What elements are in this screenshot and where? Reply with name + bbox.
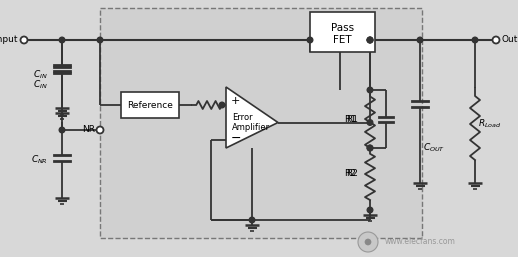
Text: $C_{OUT}$: $C_{OUT}$ [423, 142, 445, 154]
Text: Amplifier: Amplifier [232, 123, 270, 132]
Bar [310, 12, 375, 52]
Text: Pass: Pass [331, 23, 354, 33]
Text: Error: Error [232, 113, 253, 122]
Circle shape [367, 37, 373, 43]
Circle shape [307, 37, 313, 43]
Text: $C_{NR}$: $C_{NR}$ [31, 154, 48, 166]
Circle shape [367, 145, 373, 151]
Text: FET: FET [333, 35, 352, 45]
Circle shape [472, 37, 478, 43]
Circle shape [365, 239, 371, 245]
Text: $C_{IN}$: $C_{IN}$ [33, 79, 48, 91]
Text: Output: Output [502, 35, 518, 44]
Polygon shape [226, 87, 278, 148]
Text: R1: R1 [346, 115, 358, 124]
Text: +: + [231, 96, 240, 106]
Circle shape [367, 120, 373, 125]
Bar [121, 92, 179, 118]
Text: R2: R2 [344, 170, 356, 179]
Circle shape [367, 37, 373, 43]
Circle shape [367, 207, 373, 213]
Circle shape [21, 36, 27, 43]
Text: $R_{Load}$: $R_{Load}$ [478, 118, 501, 130]
Circle shape [59, 37, 65, 43]
Text: $C_{IN}$: $C_{IN}$ [33, 69, 48, 81]
Circle shape [417, 37, 423, 43]
Text: Reference: Reference [127, 100, 173, 109]
Bar [100, 8, 422, 238]
Circle shape [249, 217, 255, 223]
Circle shape [367, 145, 373, 151]
Circle shape [96, 126, 104, 133]
Circle shape [219, 102, 225, 108]
Text: www.elecfans.com: www.elecfans.com [384, 237, 455, 246]
Text: −: − [231, 132, 241, 144]
Text: R1: R1 [344, 115, 356, 124]
Circle shape [367, 37, 373, 43]
Circle shape [97, 37, 103, 43]
Text: NR: NR [82, 125, 95, 134]
Circle shape [59, 127, 65, 133]
Circle shape [367, 87, 373, 93]
Text: R2: R2 [346, 170, 358, 179]
Circle shape [358, 232, 378, 252]
Text: Input: Input [0, 35, 18, 44]
Circle shape [493, 36, 499, 43]
